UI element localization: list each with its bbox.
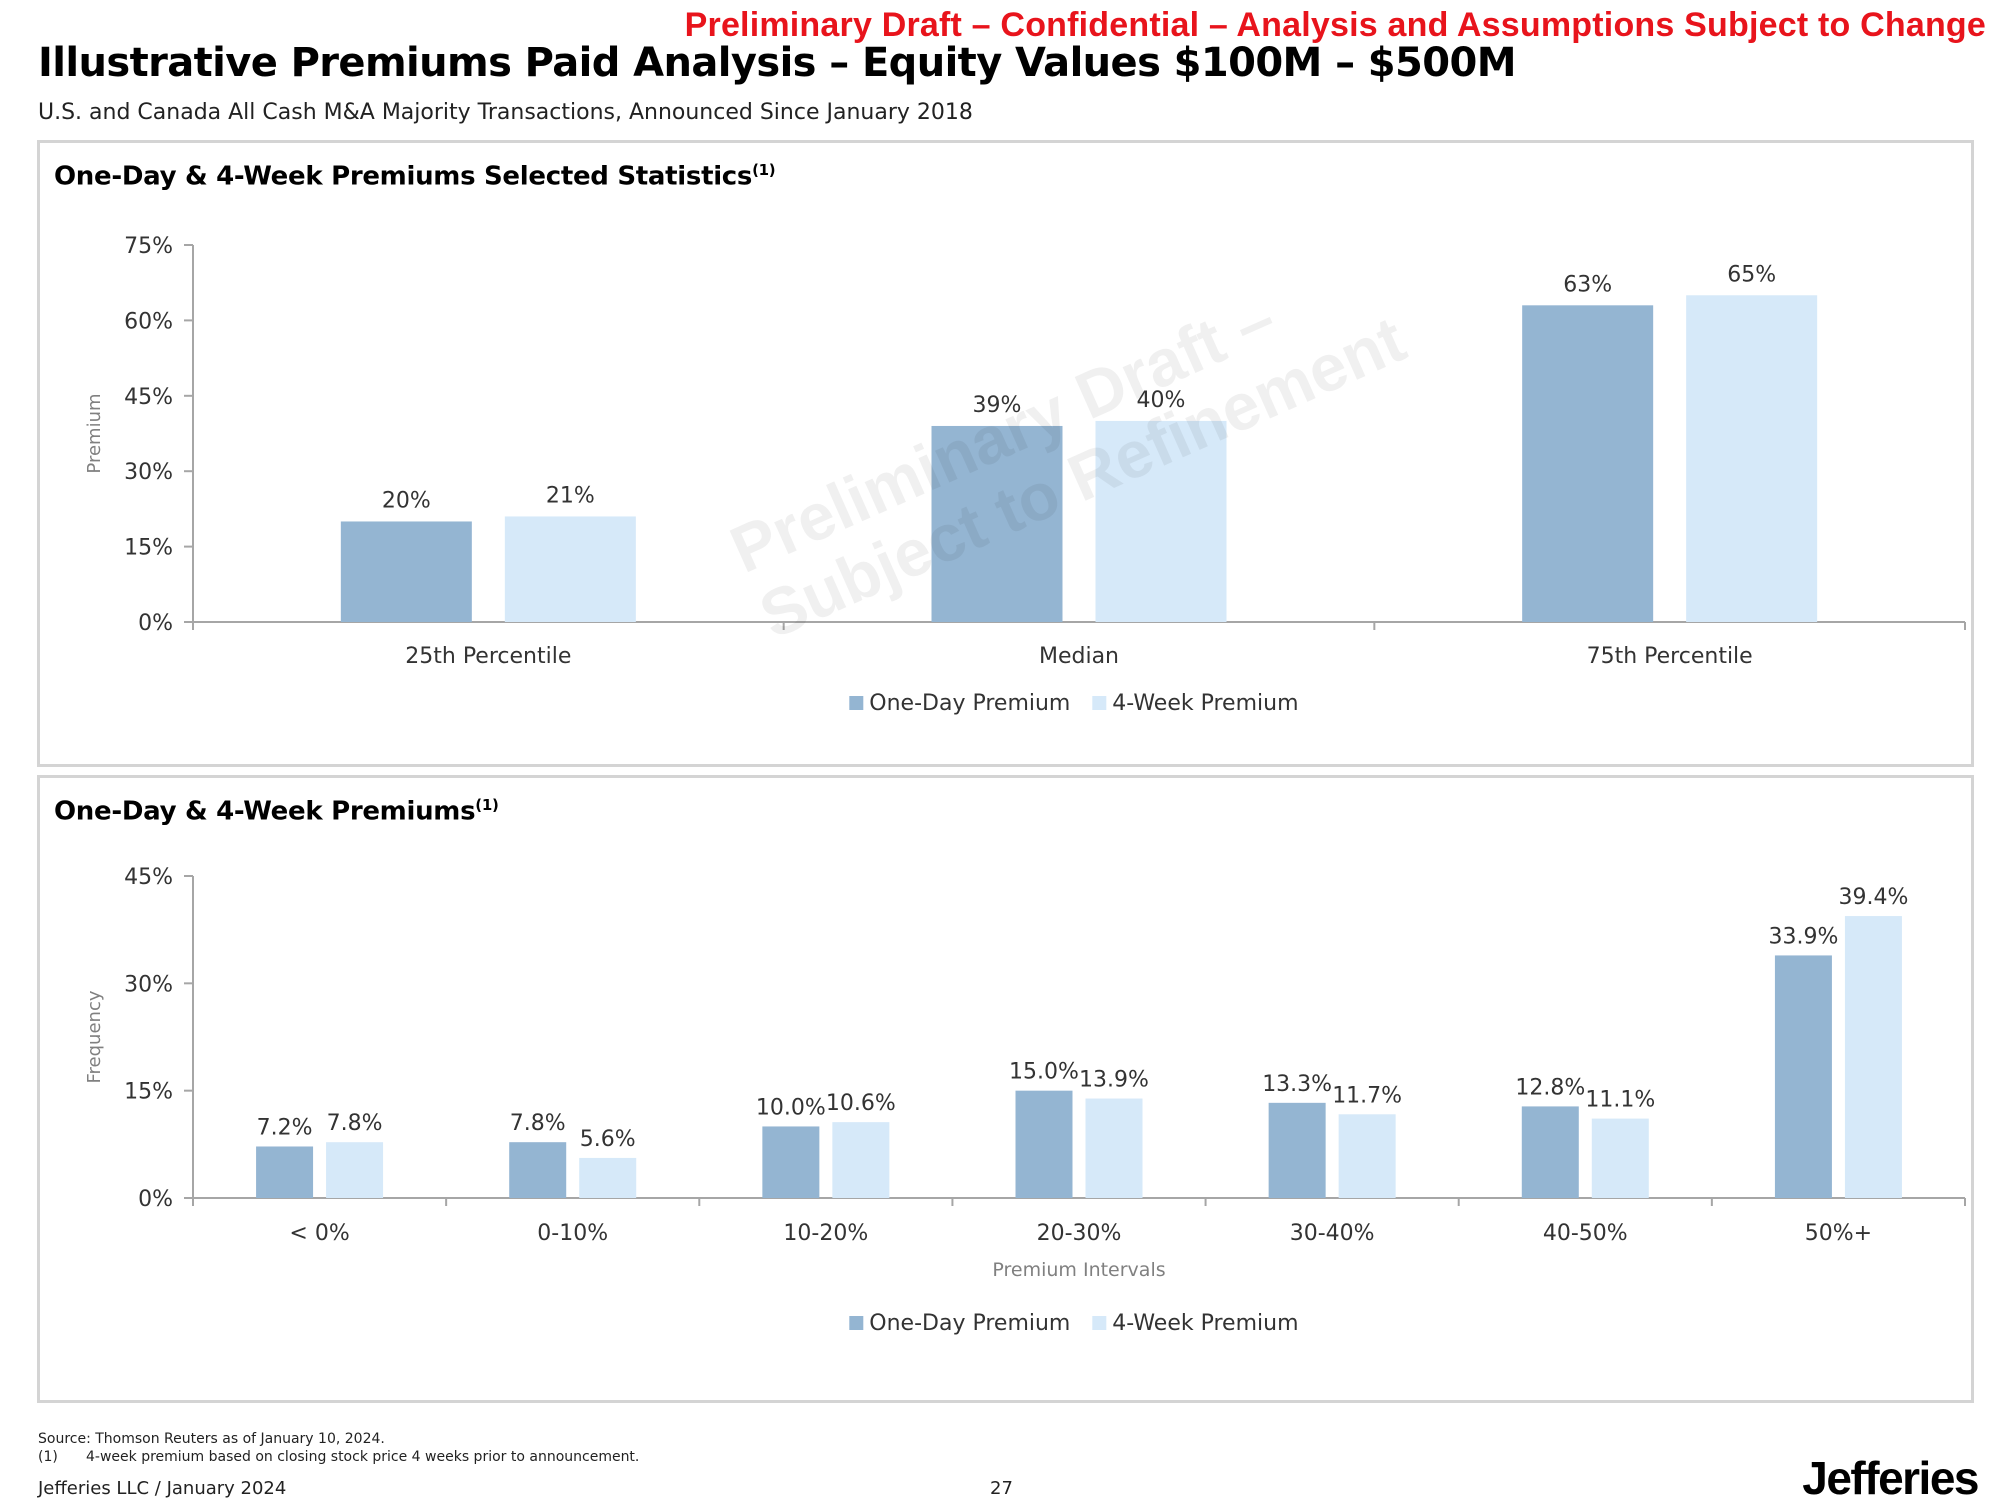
y-tick-label: 45% (124, 385, 173, 410)
data-label-one-day-premium: 12.8% (1515, 1075, 1585, 1100)
bar-4-week-premium-median (1095, 420, 1227, 622)
data-label-4-week-premium: 65% (1727, 262, 1776, 287)
data-label-4-week-premium: 39.4% (1838, 885, 1908, 910)
bar-one-day-premium-75th-percentile (1522, 305, 1654, 622)
y-tick-label: 0% (138, 1187, 173, 1212)
data-label-one-day-premium: 33.9% (1768, 924, 1838, 949)
data-label-one-day-premium: 63% (1563, 272, 1612, 297)
selected-statistics-title: One-Day & 4-Week Premiums Selected Stati… (54, 161, 776, 192)
selected-statistics-panel: One-Day & 4-Week Premiums Selected Stati… (37, 140, 1974, 767)
data-label-one-day-premium: 7.2% (257, 1115, 313, 1140)
y-tick-label: 75% (124, 234, 173, 259)
legend-label-4-week-premium: 4-Week Premium (1112, 1311, 1298, 1336)
data-label-4-week-premium: 7.8% (327, 1111, 383, 1136)
x-category-label-10-20: 10-20% (783, 1221, 868, 1246)
bar-4-week-premium-10-20 (832, 1122, 890, 1198)
data-label-one-day-premium: 13.3% (1262, 1072, 1332, 1097)
data-label-one-day-premium: 7.8% (510, 1111, 566, 1136)
footer-note: (1) 4-week premium based on closing stock… (38, 1449, 639, 1465)
x-category-label-50: 50%+ (1805, 1221, 1872, 1246)
legend-swatch-one-day-premium (849, 696, 864, 710)
bar-4-week-premium-20-30 (1085, 1098, 1143, 1198)
y-tick-label: 60% (124, 309, 173, 334)
bar-one-day-premium-40-50 (1521, 1106, 1579, 1198)
data-label-4-week-premium: 13.9% (1079, 1068, 1149, 1093)
bar-one-day-premium-10-20 (762, 1126, 820, 1198)
x-category-label-0-10: 0-10% (537, 1221, 608, 1246)
y-tick-label: 15% (124, 536, 173, 561)
legend-label-one-day-premium: One-Day Premium (869, 691, 1070, 716)
data-label-4-week-premium: 21% (546, 483, 595, 508)
footnote-marker: (1) (475, 796, 499, 814)
x-category-label-0: < 0% (289, 1221, 349, 1246)
x-category-label-75th-percentile: 75th Percentile (1587, 644, 1753, 669)
bar-one-day-premium-median (931, 425, 1063, 622)
premium-distribution-panel: One-Day & 4-Week Premiums(1) 0% 15% 30% 45%… (37, 775, 1974, 1403)
y-tick-label: 0% (138, 611, 173, 636)
data-label-4-week-premium: 11.1% (1585, 1088, 1655, 1113)
y-tick-label: 45% (124, 865, 173, 890)
footnote-marker: (1) (752, 161, 776, 179)
data-label-one-day-premium: 39% (973, 393, 1022, 418)
bar-one-day-premium-0-10 (509, 1142, 567, 1198)
data-label-4-week-premium: 10.6% (826, 1091, 896, 1116)
footer-company: Jefferies LLC / January 2024 (38, 1478, 287, 1499)
legend-swatch-4-week-premium (1092, 696, 1107, 710)
data-label-one-day-premium: 20% (382, 488, 431, 513)
legend-label-one-day-premium: One-Day Premium (869, 1311, 1070, 1336)
data-label-4-week-premium: 40% (1137, 388, 1186, 413)
legend-swatch-one-day-premium (849, 1316, 864, 1330)
bar-4-week-premium-30-40 (1338, 1114, 1396, 1198)
bar-4-week-premium-50 (1844, 916, 1902, 1198)
data-label-4-week-premium: 11.7% (1332, 1083, 1402, 1108)
y-tick-label: 30% (124, 460, 173, 485)
footer-source: Source: Thomson Reuters as of January 10… (38, 1431, 385, 1447)
jefferies-logo: Jefferies (1802, 1452, 1979, 1504)
bar-one-day-premium-30-40 (1268, 1102, 1326, 1198)
y-axis-title: Premium (84, 393, 105, 473)
data-label-one-day-premium: 10.0% (756, 1095, 826, 1120)
premium-distribution-chart: 0% 15% 30% 45% Frequency 7.2% 7.8% < 0% 7.8% 5.6%… (84, 865, 1966, 1336)
bar-4-week-premium-0 (326, 1142, 384, 1198)
x-category-label-median: Median (1039, 644, 1119, 669)
x-axis-title: Premium Intervals (992, 1259, 1165, 1281)
bar-4-week-premium-75th-percentile (1686, 295, 1818, 622)
y-tick-label: 15% (124, 1080, 173, 1105)
bar-one-day-premium-20-30 (1015, 1090, 1073, 1198)
bar-4-week-premium-0-10 (579, 1157, 637, 1198)
y-axis-title: Frequency (84, 990, 105, 1083)
bar-one-day-premium-0 (256, 1146, 314, 1198)
footer-note-number: (1) (38, 1449, 58, 1465)
x-category-label-20-30: 20-30% (1037, 1221, 1122, 1246)
legend-swatch-4-week-premium (1092, 1316, 1107, 1330)
page-title: Illustrative Premiums Paid Analysis – Eq… (38, 40, 1517, 86)
page-number: 27 (990, 1478, 1013, 1499)
data-label-4-week-premium: 5.6% (580, 1127, 636, 1152)
bar-one-day-premium-25th-percentile (340, 521, 472, 622)
x-category-label-25th-percentile: 25th Percentile (405, 644, 571, 669)
premium-distribution-title: One-Day & 4-Week Premiums(1) (54, 796, 499, 827)
page-subtitle: U.S. and Canada All Cash M&A Majority Tr… (38, 100, 973, 125)
x-category-label-30-40: 30-40% (1290, 1221, 1375, 1246)
legend-label-4-week-premium: 4-Week Premium (1112, 691, 1298, 716)
draft-banner: Preliminary Draft – Confidential – Analy… (684, 6, 1986, 44)
y-tick-label: 30% (124, 972, 173, 997)
selected-statistics-title-text: One-Day & 4-Week Premiums Selected Stati… (54, 161, 753, 192)
data-label-one-day-premium: 15.0% (1009, 1060, 1079, 1085)
footer-note-text: 4-week premium based on closing stock pr… (86, 1449, 640, 1465)
selected-statistics-chart: 0% 15% 30% 45% 60% 75% Premium 20% 21% 25th Perce… (84, 234, 1966, 716)
x-category-label-40-50: 40-50% (1543, 1221, 1628, 1246)
bar-one-day-premium-50 (1774, 955, 1832, 1198)
bar-4-week-premium-25th-percentile (504, 516, 636, 622)
bar-4-week-premium-40-50 (1591, 1118, 1649, 1198)
premium-distribution-title-text: One-Day & 4-Week Premiums (54, 796, 476, 827)
